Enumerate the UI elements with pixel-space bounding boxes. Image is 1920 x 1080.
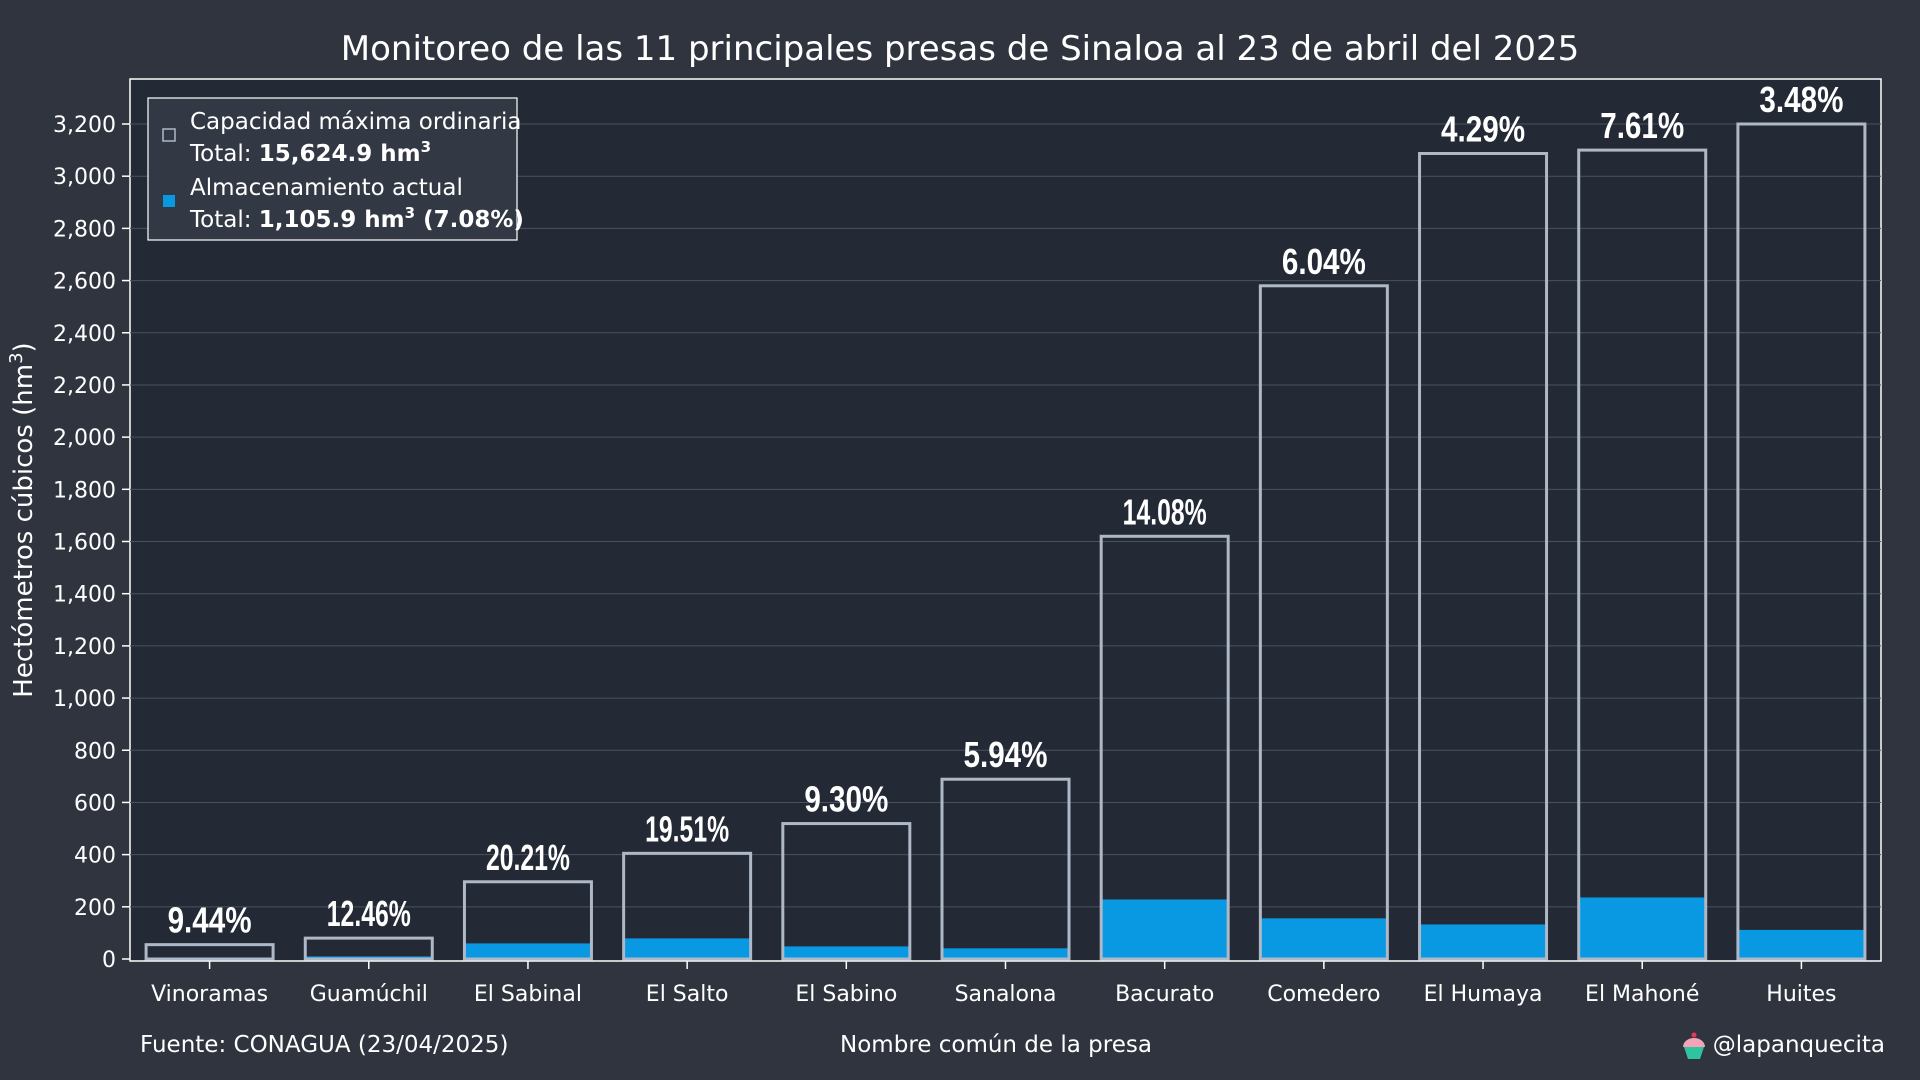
legend-label-storage: Almacenamiento actual — [190, 175, 463, 201]
x-tick-label: El Salto — [646, 982, 729, 1007]
x-tick-label: Huites — [1766, 982, 1836, 1007]
y-tick-label: 2,600 — [53, 270, 116, 295]
y-tick-label: 600 — [74, 791, 116, 816]
bar-capacity — [1577, 148, 1708, 961]
x-tick-label: Guamúchil — [310, 982, 428, 1007]
x-tick-label: Comedero — [1267, 982, 1380, 1007]
y-tick-label: 1,800 — [53, 478, 116, 503]
chart-title: Monitoreo de las 11 principales presas d… — [341, 29, 1579, 69]
percent-label: 19.51% — [645, 808, 729, 849]
legend-swatch-capacity — [162, 128, 176, 142]
percent-label: 9.44% — [168, 900, 252, 941]
bar-capacity — [781, 822, 912, 961]
percent-label: 5.94% — [964, 734, 1048, 775]
y-tick-label: 1,200 — [53, 635, 116, 660]
x-tick-label: El Mahoné — [1585, 982, 1699, 1007]
bar-storage — [1101, 899, 1229, 959]
cupcake-icon — [1683, 1032, 1705, 1059]
y-axis-title: Hectómetros cúbicos (hm3) — [6, 342, 39, 697]
bar-capacity — [622, 851, 753, 961]
legend-total-capacity: Total: 15,624.9 hm3 — [189, 138, 431, 167]
bar-capacity — [303, 936, 434, 961]
bar-storage — [623, 938, 751, 959]
y-tick-label: 2,200 — [53, 374, 116, 399]
bar-capacity — [940, 777, 1071, 961]
bar-capacity — [1736, 122, 1867, 961]
y-tick-label: 1,000 — [53, 687, 116, 712]
source-note: Fuente: CONAGUA (23/04/2025) — [140, 1032, 508, 1058]
y-tick-label: 2,800 — [53, 217, 116, 242]
y-tick-label: 3,000 — [53, 165, 116, 190]
bar-storage — [942, 948, 1069, 959]
percent-label: 9.30% — [804, 779, 888, 820]
x-axis: Vinoramas Guamúchil El Sabinal El Salto El S… — [151, 961, 1837, 1007]
x-tick-label: Vinoramas — [151, 982, 268, 1007]
percent-label: 12.46% — [327, 893, 411, 934]
percent-label: 3.48% — [1759, 79, 1843, 120]
y-axis: 0 200 400 600 800 1,000 1,200 1,400 1,600 1,800 2,… — [53, 113, 130, 973]
credit-handle: @lapanquecita — [1713, 1032, 1885, 1058]
x-tick-label: El Sabinal — [474, 982, 582, 1007]
bar-storage — [782, 946, 910, 959]
percent-label: 4.29% — [1441, 108, 1525, 149]
bar-storage — [1737, 929, 1865, 959]
x-tick-label: Sanalona — [955, 982, 1057, 1007]
credit: @lapanquecita — [1683, 1032, 1885, 1059]
x-axis-title: Nombre común de la presa — [840, 1032, 1152, 1058]
bar-storage — [1260, 918, 1388, 959]
y-tick-label: 800 — [74, 739, 116, 764]
y-tick-label: 2,400 — [53, 322, 116, 347]
bar-capacity — [462, 880, 593, 961]
y-tick-label: 0 — [102, 948, 116, 973]
legend-total-storage: Total: 1,105.9 hm3 (7.08%) — [189, 204, 524, 233]
percent-label: 6.04% — [1282, 241, 1366, 282]
y-tick-label: 1,400 — [53, 583, 116, 608]
legend-label-capacity: Capacidad máxima ordinaria — [190, 109, 522, 135]
bar-storage — [1578, 897, 1706, 959]
bar-capacity — [1418, 151, 1549, 961]
percent-label: 14.08% — [1123, 491, 1207, 532]
y-tick-label: 2,000 — [53, 426, 116, 451]
x-tick-label: El Humaya — [1424, 982, 1543, 1007]
legend-box — [147, 97, 518, 241]
bars — [144, 122, 1867, 961]
y-tick-label: 3,200 — [53, 113, 116, 138]
bar-capacity — [144, 943, 275, 961]
x-tick-label: Bacurato — [1115, 982, 1214, 1007]
y-tick-label: 1,600 — [53, 531, 116, 556]
x-tick-label: El Sabino — [795, 982, 897, 1007]
percent-label: 20.21% — [486, 837, 570, 878]
percent-label: 7.61% — [1600, 105, 1684, 146]
bar-capacity — [1258, 284, 1389, 961]
bar-storage — [464, 943, 592, 959]
legend-swatch-storage — [163, 195, 175, 207]
y-tick-label: 400 — [74, 844, 116, 869]
legend: Capacidad máxima ordinaria Total: 15,624… — [147, 97, 524, 241]
bar-capacity — [1099, 534, 1230, 961]
y-tick-label: 200 — [74, 896, 116, 921]
data-labels: 9.44% 12.46% 20.21% 19.51% 9.30% 5.94% 14.08% 6… — [168, 79, 1844, 941]
bar-storage — [1419, 924, 1547, 959]
